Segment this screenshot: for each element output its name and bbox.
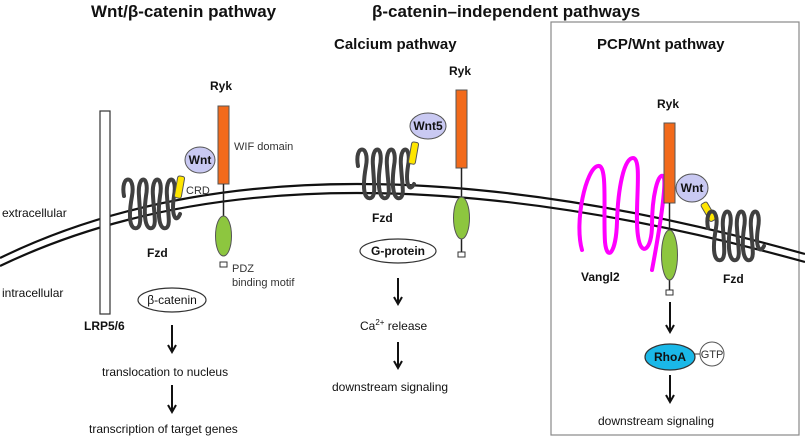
ryk-wif-domain-1 [217, 105, 230, 185]
ryk-transmembrane-3 [661, 229, 678, 281]
ryk-label-3: Ryk [657, 97, 679, 111]
vangl2-protein [577, 156, 667, 272]
wnt5-label: Wnt5 [413, 119, 443, 133]
crd-label: CRD [186, 185, 210, 197]
downstream-signaling-label-3: downstream signaling [598, 414, 714, 428]
gtp-label: GTP [701, 349, 724, 361]
fzd-label-2: Fzd [372, 211, 393, 225]
crd-domain-1 [173, 175, 186, 199]
translocation-label: translocation to nucleus [102, 365, 228, 379]
ryk-label-1: Ryk [210, 79, 232, 93]
extracellular-label: extracellular [2, 206, 67, 220]
downstream-signaling-label-2: downstream signaling [332, 380, 448, 394]
lrp-label: LRP5/6 [84, 319, 125, 333]
pdz-binding-motif-label: binding motif [232, 277, 295, 289]
wnt-ligand-3 [675, 173, 709, 203]
membrane-inner-line [0, 191, 805, 267]
pdz-motif-2 [457, 251, 466, 258]
wnt-pathway-title: Wnt/β-catenin pathway [91, 2, 277, 21]
ryk-wif-domain-2 [455, 89, 468, 169]
wnt-ligand-3-label: Wnt [681, 181, 704, 195]
transcription-label: transcription of target genes [89, 422, 238, 436]
ryk-transmembrane-1 [215, 215, 232, 257]
vangl2-label: Vangl2 [581, 270, 620, 284]
g-protein-label: G-protein [371, 244, 425, 258]
rhoa-label: RhoA [654, 350, 686, 364]
beta-catenin-label: β-catenin [147, 293, 197, 307]
wnt-ligand-1-label: Wnt [189, 153, 212, 167]
g-protein-node [359, 238, 437, 264]
intracellular-label: intracellular [2, 286, 63, 300]
pcp-panel-box [550, 21, 800, 436]
ryk-wif-domain-3 [663, 122, 676, 204]
pcp-pathway-title: PCP/Wnt pathway [597, 36, 725, 53]
crd-domain-2 [407, 141, 420, 165]
fzd-label-1: Fzd [147, 246, 168, 260]
pdz-motif-3 [665, 289, 674, 296]
fzd-receptor-1 [121, 177, 182, 231]
beta-catenin-node [137, 287, 207, 313]
ryk-transmembrane-2 [453, 196, 470, 240]
ryk-label-2: Ryk [449, 64, 471, 78]
pdz-label: PDZ [232, 263, 254, 275]
fzd-receptor-3 [705, 209, 766, 263]
fzd-label-3: Fzd [723, 272, 744, 286]
pdz-motif-1 [219, 261, 228, 268]
calcium-pathway-title: Calcium pathway [334, 36, 457, 53]
wif-domain-label: WIF domain [234, 141, 293, 153]
membrane-outer-line [0, 182, 805, 259]
calcium-release-label: Ca2+ release [360, 318, 427, 333]
rhoa-node [644, 343, 696, 371]
lrp-receptor [99, 110, 111, 315]
fzd-receptor-2 [355, 147, 416, 201]
independent-pathways-title: β-catenin–independent pathways [372, 2, 640, 21]
gtp-node [699, 341, 725, 367]
wnt-ligand-1 [184, 146, 216, 174]
wnt5-ligand [409, 112, 447, 140]
